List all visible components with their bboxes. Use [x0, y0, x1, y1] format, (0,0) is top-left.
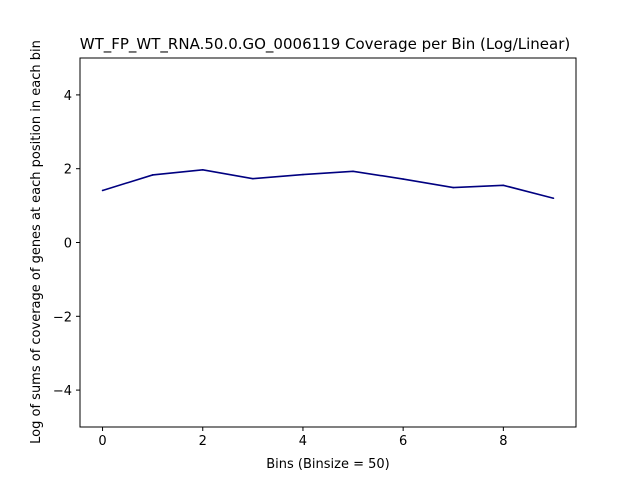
- x-axis-label: Bins (Binsize = 50): [266, 457, 390, 472]
- chart-title: WT_FP_WT_RNA.50.0.GO_0006119 Coverage pe…: [80, 35, 570, 54]
- data-point: [151, 174, 154, 176]
- data-point: [502, 184, 505, 187]
- y-tick-label: 2: [64, 163, 72, 178]
- y-axis-label: Log of sums of coverage of genes at each…: [29, 40, 44, 444]
- y-tick-label: −2: [53, 310, 72, 325]
- y-tick-label: 4: [64, 89, 72, 104]
- coverage-series-line: [102, 169, 554, 199]
- data-point: [101, 189, 104, 192]
- data-point: [402, 178, 404, 180]
- x-tick-label: 2: [199, 434, 207, 449]
- x-tick-label: 4: [299, 434, 307, 449]
- data-point: [201, 169, 204, 171]
- y-tick-label: −4: [53, 384, 72, 399]
- x-axis-ticks: 0 2 4 6 8: [98, 427, 507, 449]
- data-point: [302, 173, 304, 176]
- data-point: [252, 177, 254, 180]
- plot-area: [79, 57, 577, 428]
- data-point: [452, 186, 455, 189]
- series-group: [101, 169, 555, 200]
- x-tick-label: 6: [399, 434, 407, 449]
- x-tick-label: 0: [98, 434, 106, 449]
- data-point: [352, 170, 354, 173]
- y-tick-label: 0: [64, 237, 72, 252]
- y-axis-ticks: −4 −2 0 2 4: [53, 89, 80, 399]
- data-point: [552, 197, 555, 200]
- x-tick-label: 8: [499, 434, 507, 449]
